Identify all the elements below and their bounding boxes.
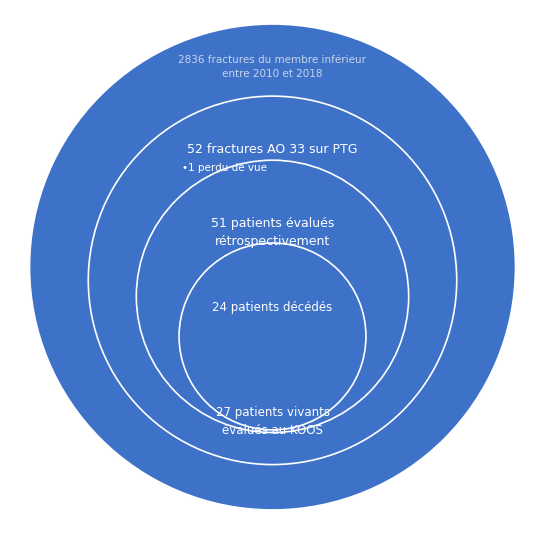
Circle shape [179,243,366,430]
Circle shape [136,160,409,433]
Circle shape [29,24,516,510]
Text: 24 patients décédés: 24 patients décédés [213,301,332,313]
Text: 52 fractures AO 33 sur PTG: 52 fractures AO 33 sur PTG [187,143,358,156]
Text: •1 perdu de vue: •1 perdu de vue [182,163,267,173]
Text: 51 patients évalués
rétrospectivement: 51 patients évalués rétrospectivement [211,217,334,248]
Text: 2836 fractures du membre inférieur
entre 2010 et 2018: 2836 fractures du membre inférieur entre… [179,55,366,78]
Circle shape [88,96,457,465]
Text: 27 patients vivants
évalués au KOOS: 27 patients vivants évalués au KOOS [215,406,330,437]
